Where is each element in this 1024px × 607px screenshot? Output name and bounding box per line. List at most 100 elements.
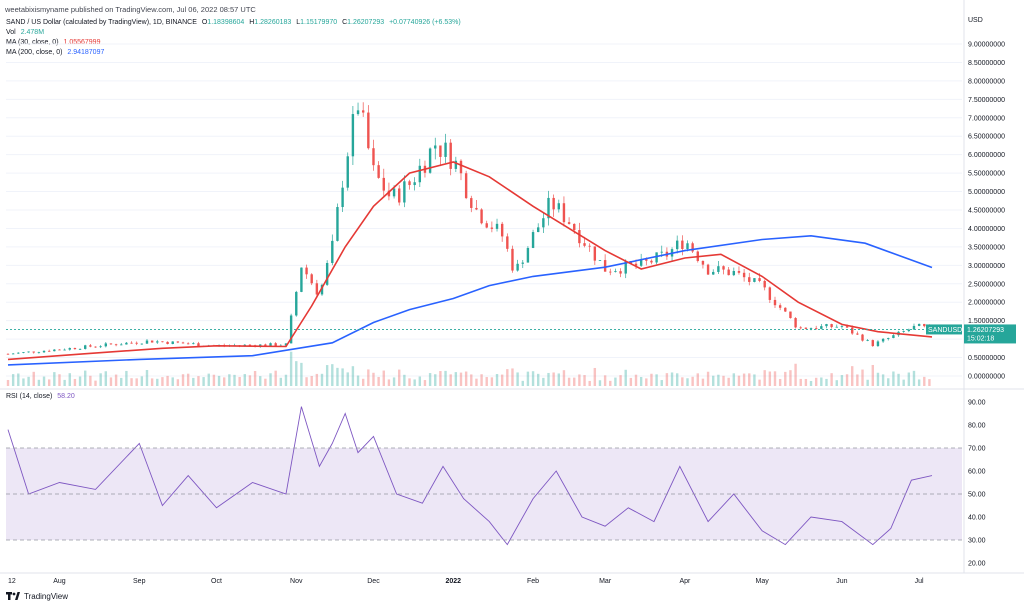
volume-bar (495, 374, 499, 386)
volume-bars (6, 351, 931, 386)
candle-body (490, 227, 494, 229)
volume-bar (171, 377, 174, 386)
low-value: 1.15179970 (300, 19, 338, 26)
volume-bar (588, 380, 591, 386)
candle-body (845, 326, 849, 328)
volume-bar (629, 377, 633, 386)
candle-body (459, 160, 463, 174)
rsi-axis[interactable]: 90.00 80.00 70.00 60.00 50.00 40.00 30.00 20.00 (968, 400, 986, 568)
volume-bar (861, 369, 864, 386)
volume-bar (11, 374, 15, 386)
candle-body (392, 188, 396, 197)
volume-bar (264, 378, 267, 386)
candle-body (382, 177, 385, 191)
candle-body (624, 261, 627, 274)
candle-body (109, 343, 113, 345)
volume-bar (253, 370, 257, 386)
volume-bar (603, 375, 607, 386)
volume-bar (923, 376, 926, 386)
tradingview-logo[interactable]: TradingView (6, 592, 68, 601)
volume-bar (367, 369, 370, 386)
price-tick-label: 2.50000000 (968, 281, 1005, 288)
volume-bar (562, 370, 566, 386)
time-axis[interactable]: 12 Aug Sep Oct Nov Dec 2022 Feb Mar Apr May Jun Jul (8, 578, 924, 585)
volume-bar (537, 373, 540, 386)
volume-bar (506, 369, 509, 386)
volume-bar (403, 374, 406, 386)
volume-bar (161, 377, 164, 386)
candle-body (58, 349, 61, 351)
volume-bar (645, 378, 648, 386)
candle-body (712, 271, 715, 275)
volume-bar (336, 367, 339, 386)
volume-bar (660, 380, 663, 386)
volume-bar (434, 374, 437, 386)
candle-body (758, 278, 761, 281)
volume-bar (701, 378, 705, 386)
volume-bar (197, 376, 200, 386)
volume-bar (712, 375, 715, 386)
candle-body (892, 335, 895, 339)
candle-body (140, 343, 144, 345)
volume-bar (567, 377, 571, 386)
candle-body (130, 342, 133, 344)
price-tick-label: 1.50000000 (968, 318, 1005, 325)
ma30-value: 1.05567999 (63, 39, 101, 46)
candle-body (717, 266, 720, 272)
volume-bar (500, 374, 504, 386)
volume-bar (233, 374, 236, 386)
volume-bar (223, 377, 226, 386)
candle-body (804, 327, 808, 329)
candle-body (331, 240, 334, 264)
volume-bar (156, 378, 159, 386)
candle-body (418, 165, 422, 183)
candle-body (537, 227, 540, 233)
ma200-legend[interactable]: MA (200, close, 0) 2.94187097 (6, 49, 107, 56)
candle-body (732, 271, 736, 276)
candle-body (773, 299, 777, 306)
candle-body (681, 240, 684, 249)
volume-bar (377, 376, 380, 386)
candle-body (609, 271, 612, 273)
candle-body (835, 326, 838, 328)
ma30-legend[interactable]: MA (30, close, 0) 1.05567999 (6, 39, 103, 46)
time-tick-label: Aug (53, 578, 66, 585)
volume-bar (84, 370, 87, 386)
candle-body (156, 341, 159, 343)
candle-body (475, 207, 478, 210)
candle-body (315, 283, 319, 295)
volume-bar (53, 372, 56, 386)
volume-bar (58, 374, 61, 386)
volume-bar (94, 380, 97, 386)
volume-bar (464, 371, 468, 386)
volume-bar (778, 378, 782, 386)
candle-body (578, 230, 581, 244)
price-tick-label: 7.00000000 (968, 115, 1005, 122)
volume-bar (423, 380, 427, 386)
candle-body (686, 243, 689, 249)
rsi-legend[interactable]: RSI (14, close) 58.20 (6, 393, 78, 400)
candle-body (264, 344, 267, 347)
candle-body (799, 327, 802, 329)
volume-bar (609, 380, 612, 386)
volume-bar (439, 371, 442, 386)
candle-body (63, 349, 66, 351)
candle-body (398, 188, 401, 203)
symbol-legend[interactable]: SAND / US Dollar (calculated by TradingV… (6, 19, 464, 26)
volume-bar (887, 378, 890, 386)
candle-body (742, 272, 746, 278)
candle-body (274, 343, 277, 346)
candle-body (876, 341, 880, 346)
volume-bar (202, 377, 205, 386)
candle-body (573, 223, 576, 231)
ma30-line (7, 161, 933, 361)
price-tick-label: 4.00000000 (968, 226, 1005, 233)
candle-body (511, 248, 514, 271)
volume-bar (881, 374, 885, 386)
volume-legend[interactable]: Vol 2.478M (6, 29, 47, 36)
candlesticks[interactable] (6, 102, 931, 355)
price-tick-label: 8.00000000 (968, 78, 1005, 85)
volume-bar (753, 374, 756, 386)
volume-bar (480, 374, 483, 386)
